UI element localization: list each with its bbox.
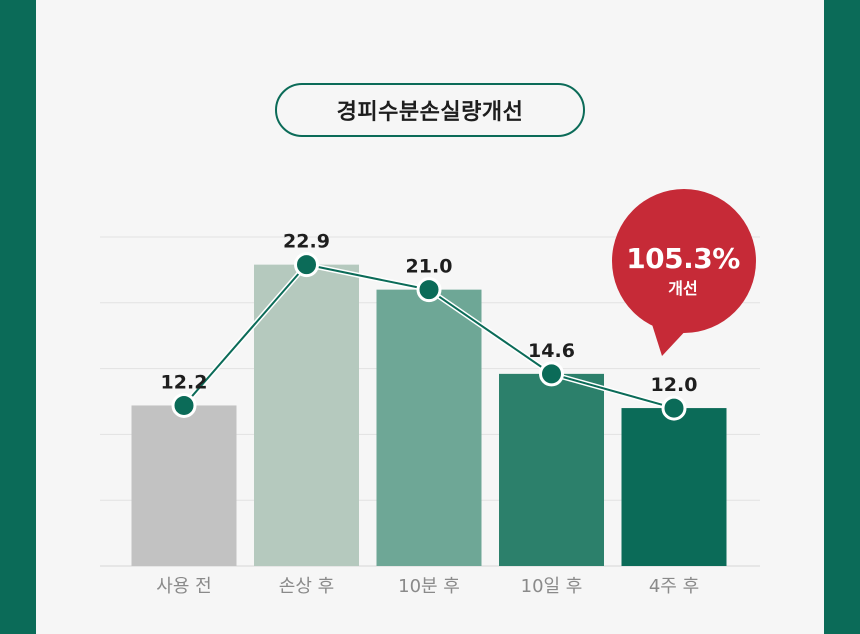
data-point-5	[661, 395, 687, 421]
bar-2	[254, 264, 359, 566]
data-points	[171, 252, 687, 421]
data-label-5: 12.0	[651, 374, 698, 396]
improvement-value: 105.3%	[626, 242, 740, 275]
data-label-3: 21.0	[406, 256, 453, 278]
data-label-2: 22.9	[283, 231, 330, 253]
bar-5	[621, 408, 727, 566]
x-tick-label-2: 손상 후	[279, 576, 334, 597]
bar-4	[499, 373, 604, 566]
bars	[131, 264, 727, 566]
data-label-4: 14.6	[528, 340, 575, 362]
bar-1	[131, 405, 237, 566]
improvement-badge: 105.3% 개선	[612, 243, 754, 301]
data-label-1: 12.2	[161, 371, 208, 393]
x-tick-label-4: 10일 후	[521, 576, 583, 597]
x-tick-label-3: 10분 후	[398, 576, 460, 597]
data-point-3	[416, 277, 442, 303]
improvement-label: 개선	[668, 279, 698, 298]
x-tick-labels: 사용 전 손상 후 10분 후 10일 후 4주 후	[156, 576, 699, 597]
data-point-1	[171, 392, 197, 418]
improvement-bubble	[612, 189, 756, 356]
bubble-circle	[612, 189, 756, 333]
data-point-4	[539, 361, 564, 387]
chart-title: 경피수분손실량개선	[275, 83, 585, 137]
x-tick-label-5: 4주 후	[649, 576, 699, 597]
x-tick-label-1: 사용 전	[156, 576, 211, 597]
bar-3	[376, 289, 482, 566]
data-labels: 12.2 22.9 21.0 14.6 12.0	[161, 231, 698, 396]
data-point-2	[294, 252, 319, 278]
